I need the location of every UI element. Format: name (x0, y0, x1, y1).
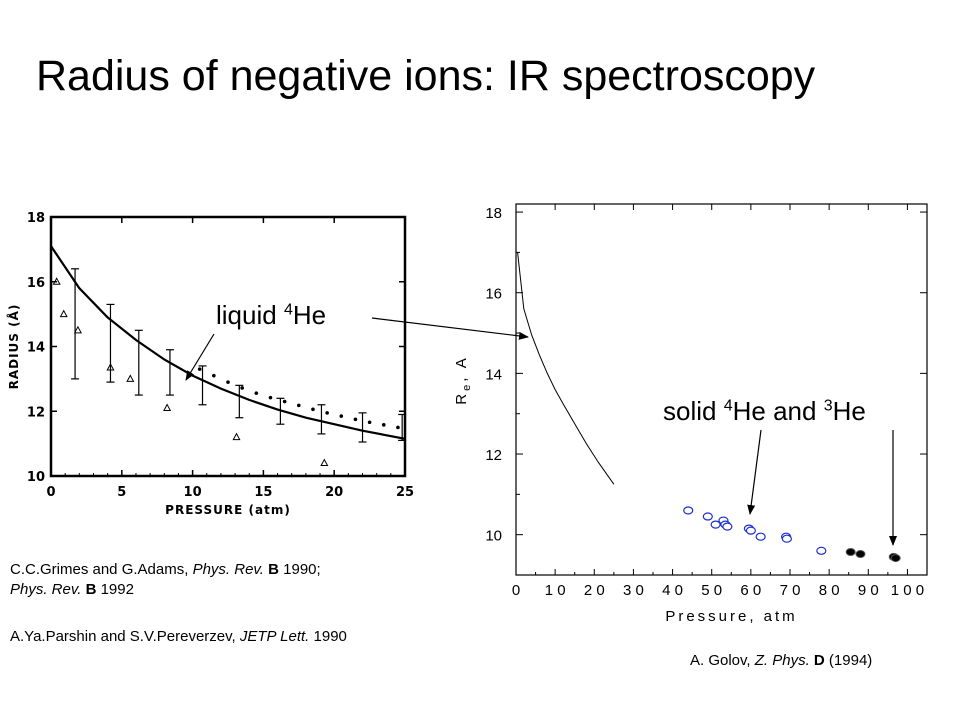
plot-frame (515, 203, 928, 576)
solid-he4-point (722, 522, 733, 531)
triangle-point (320, 458, 329, 467)
solid-he4-point (745, 526, 756, 535)
triangle-point (59, 309, 68, 318)
label-solid-he: solid 4He and 3He (660, 396, 869, 427)
caption-parshin-journal: JETP Lett. (239, 628, 310, 645)
label-solid-mid: He and (732, 396, 824, 426)
x-tick-label: 0 (512, 582, 520, 599)
x-tick-label: 25 (396, 485, 414, 500)
caption-golov-authors: A. Golov, (690, 652, 755, 669)
y-tick-label: 14 (485, 366, 502, 383)
solid-he4-point (816, 546, 827, 555)
x-axis-label: PRESSURE (atm) (165, 503, 291, 517)
dotted-curve-point (325, 411, 329, 415)
y-tick-label: 16 (485, 286, 502, 303)
solid-he4-point (781, 534, 792, 543)
x-tick-label: 5 0 (701, 582, 722, 599)
y-tick-label: 16 (27, 276, 45, 291)
x-tick-label: 7 0 (780, 582, 801, 599)
dotted-curve-point (240, 386, 244, 390)
fit-curve (50, 245, 406, 440)
plot-frame (49, 215, 407, 478)
dotted-curve-point (226, 380, 230, 384)
caption-parshin-year: 1990 (309, 628, 347, 645)
slide-title: Radius of negative ions: IR spectroscopy (36, 52, 816, 100)
caption-grimes-journal2: Phys. Rev. (10, 581, 82, 598)
solid-he4-point (702, 512, 713, 521)
dotted-curve-point (212, 373, 216, 378)
caption-parshin-authors: A.Ya.Parshin and S.V.Pereverzev, (10, 628, 240, 645)
solid-he3-point (855, 550, 866, 559)
y-tick-label: 14 (27, 341, 45, 356)
label-liquid-text: liquid (216, 300, 284, 330)
x-tick-label: 2 0 (584, 582, 605, 599)
caption-golov-journal: Z. Phys. (754, 652, 810, 669)
caption-grimes-journal1: Phys. Rev. (192, 561, 264, 578)
caption-grimes-adams: C.C.Grimes and G.Adams, Phys. Rev. B 199… (10, 560, 321, 600)
x-tick-label: 5 (117, 485, 126, 500)
x-tick-label: 8 0 (819, 582, 840, 599)
label-solid-sup2: 3 (823, 397, 833, 415)
caption-golov: A. Golov, Z. Phys. D (1994) (690, 651, 872, 671)
triangle-point (73, 325, 82, 334)
x-tick-label: 20 (325, 485, 343, 500)
triangle-point (106, 362, 115, 371)
dotted-curve-point (197, 367, 202, 371)
x-tick-label: 1 0 (545, 582, 566, 599)
dotted-curve-point (282, 399, 287, 404)
solid-he3-point (890, 554, 901, 563)
solid-he3-point (845, 548, 856, 557)
y-tick-label: 18 (485, 205, 502, 222)
label-liquid-he: He (292, 300, 327, 330)
x-tick-label: 9 0 (858, 582, 879, 599)
caption-grimes-year1: 1990; (278, 561, 321, 578)
triangle-point (52, 277, 61, 285)
solid-he4-point (755, 532, 766, 541)
x-tick-label: 1 0 0 (891, 582, 924, 599)
dotted-curve-point (353, 417, 358, 422)
dotted-curve-point (311, 407, 315, 412)
chart-golov: 0 1 0 2 0 3 0 4 0 5 0 6 0 7 0 8 0 9 0 1 0 0 10 12 14 1… (453, 203, 928, 625)
dotted-curve-point (268, 395, 273, 400)
triangle-point (126, 374, 135, 382)
x-tick-label: 4 0 (662, 582, 683, 599)
x-tick-label: 3 0 (623, 582, 644, 599)
solid-he4-point (683, 506, 694, 515)
y-tick-label: 10 (485, 528, 502, 545)
y-tick-label: 12 (485, 447, 502, 464)
label-liquid-he4: liquid 4He (212, 300, 331, 331)
triangle-point (232, 432, 241, 441)
liquid-curve (517, 252, 615, 485)
caption-grimes-year2: 1992 (96, 581, 134, 598)
y-tick-label: 12 (27, 405, 45, 420)
caption-golov-vol: D (809, 652, 825, 669)
label-solid-sup1: 4 (723, 397, 733, 415)
x-tick-label: 10 (184, 485, 202, 500)
x-tick-label: 6 0 (740, 582, 761, 599)
label-solid-text: solid (663, 396, 724, 426)
y-axis-label: RADIUS (Å) (6, 304, 21, 390)
dotted-curve-point (297, 403, 301, 408)
caption-golov-year: (1994) (824, 652, 873, 669)
chart-grimes-adams: 0 5 10 15 20 25 10 12 14 16 18 PRESSURE (atm) RADIUS… (6, 211, 414, 517)
caption-grimes-vol2: B (81, 581, 97, 598)
x-tick-label: 15 (254, 485, 272, 500)
dotted-curve-point (367, 420, 372, 425)
dotted-curve-point (339, 414, 344, 418)
dotted-curve-point (396, 425, 400, 430)
solid-he4-point (710, 520, 721, 529)
caption-grimes-authors: C.C.Grimes and G.Adams, (10, 561, 193, 578)
caption-parshin: A.Ya.Parshin and S.V.Pereverzev, JETP Le… (10, 627, 347, 647)
x-axis-label: Pressure, atm (665, 608, 797, 625)
label-liquid-sup: 4 (283, 301, 293, 319)
dotted-curve-point (254, 391, 259, 395)
dotted-curve-point (381, 423, 386, 427)
triangle-point (163, 403, 172, 412)
caption-grimes-vol1: B (263, 561, 279, 578)
x-tick-label: 0 (46, 485, 55, 500)
y-tick-label: 18 (27, 211, 45, 226)
label-solid-he: He (832, 396, 866, 426)
y-axis-label: Re, A (453, 355, 473, 404)
y-tick-label: 10 (27, 470, 45, 485)
